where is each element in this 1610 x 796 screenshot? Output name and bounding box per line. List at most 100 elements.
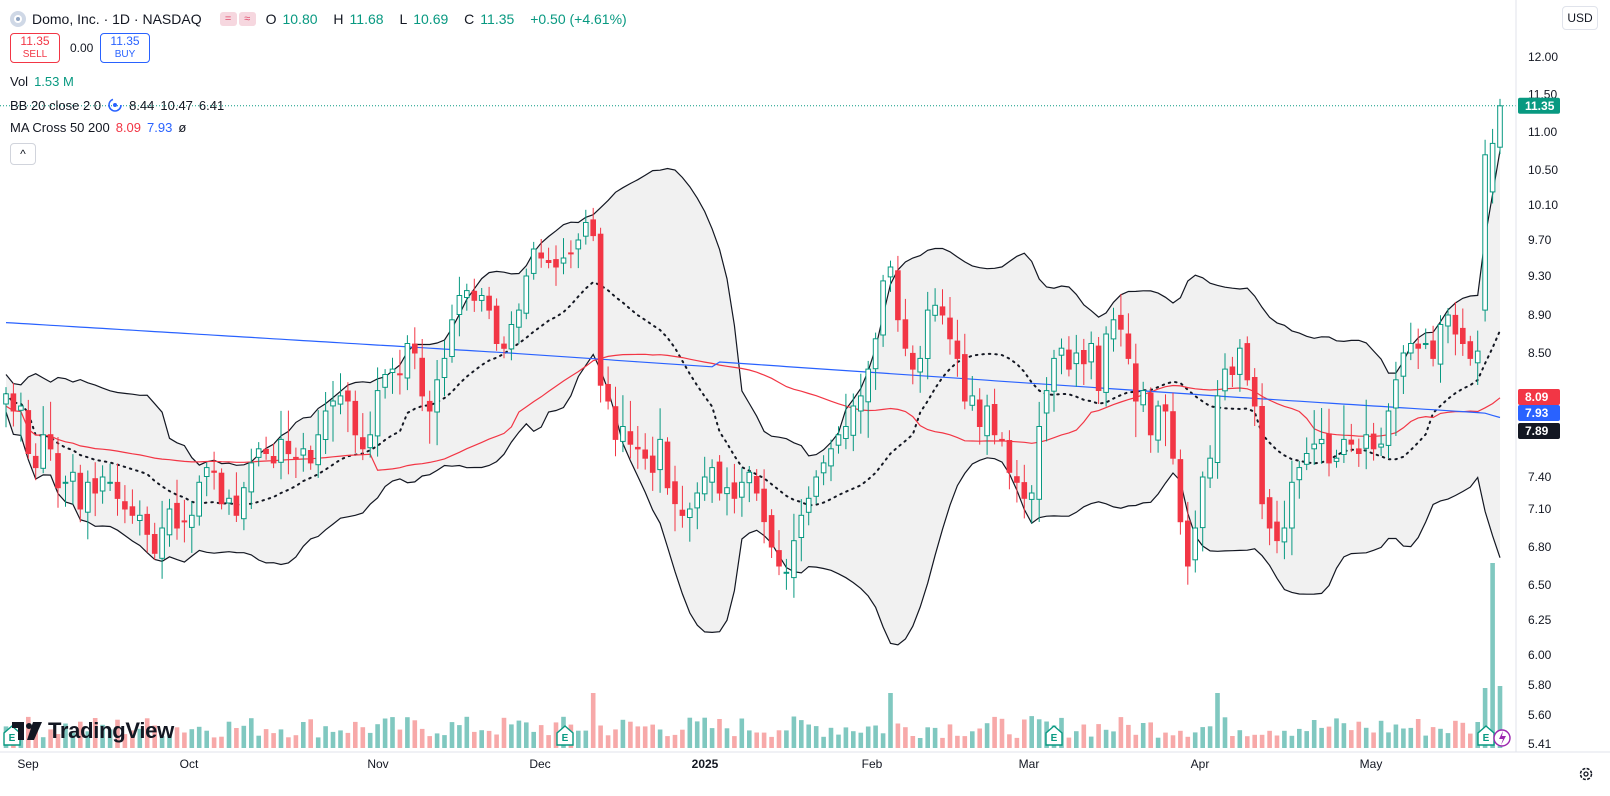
candle-body [954, 340, 961, 359]
volume-bar [390, 717, 395, 748]
candle [1289, 460, 1295, 556]
ma-slow-line [5, 322, 1501, 419]
volume-bar [1215, 693, 1220, 748]
candle [352, 390, 359, 453]
sell-button[interactable]: 11.35 SELL [10, 33, 60, 63]
dividend-icon[interactable] [1493, 729, 1511, 747]
candle-body [1006, 440, 1013, 473]
candle-body [649, 455, 656, 473]
candle [47, 401, 54, 461]
price-tick-label: 10.50 [1528, 163, 1558, 177]
candle-body [1378, 443, 1384, 448]
candle [664, 437, 671, 495]
candle [553, 245, 559, 286]
ma-fast-value: 8.09 [115, 120, 142, 135]
volume-bar [650, 724, 655, 748]
candle-body [337, 395, 344, 405]
candle [694, 482, 701, 530]
candle-body [307, 450, 314, 464]
candle-body [1185, 520, 1191, 567]
time-tick-label: Oct [180, 757, 199, 771]
currency-button[interactable]: USD [1562, 6, 1598, 30]
candle [10, 383, 17, 427]
candle-body [159, 527, 165, 559]
volume-bar [137, 728, 143, 748]
time-tick-label: 2025 [692, 757, 719, 771]
candle [1415, 328, 1422, 369]
candle-body [464, 290, 470, 299]
candle-body [1199, 476, 1206, 529]
candle-body [1460, 327, 1466, 344]
buy-button[interactable]: 11.35 BUY [100, 33, 150, 63]
time-tick-label: Nov [367, 757, 388, 771]
volume-bar [249, 718, 254, 748]
volume-bar [1066, 737, 1072, 748]
candle-body [1021, 482, 1028, 499]
earnings-icon[interactable]: E [1477, 725, 1495, 746]
price-tick-label: 5.41 [1528, 737, 1552, 751]
candle [739, 467, 745, 517]
spread-value: 0.00 [70, 41, 94, 55]
chart-mode-icon[interactable]: = ≈ [219, 12, 256, 26]
volume-indicator[interactable]: Vol 1.53 M [10, 74, 80, 89]
candle [954, 319, 961, 377]
price-axis: 12.0011.5011.0010.5010.109.709.308.908.5… [0, 0, 1560, 752]
candle-body [1296, 467, 1303, 481]
volume-bar [553, 722, 559, 748]
candle [508, 311, 515, 361]
candle-body [92, 478, 99, 494]
candle [657, 408, 663, 493]
earnings-icon[interactable]: E [556, 725, 574, 746]
candle [597, 227, 604, 403]
earnings-icon[interactable]: E [1045, 725, 1063, 746]
candle [1237, 339, 1243, 392]
price-tick-label: 7.40 [1528, 470, 1552, 484]
volume-bar [182, 732, 187, 748]
volume-bar [1341, 723, 1347, 748]
candle-body [1214, 395, 1221, 463]
bb-indicator[interactable]: BB 20 close 2 0 8.44 10.47 6.41 [10, 97, 230, 113]
volume-bar [925, 727, 930, 748]
candle [538, 239, 545, 268]
candle-body [597, 233, 604, 386]
volume-bar [115, 719, 120, 748]
time-tick-label: Feb [862, 757, 883, 771]
volume-bar [1289, 735, 1295, 748]
volume-bar [301, 722, 306, 748]
candle-body [999, 438, 1005, 441]
bb-basis: 8.44 [129, 97, 155, 113]
volume-bar [293, 735, 299, 748]
symbol-title[interactable]: Domo, Inc. · 1D · NASDAQ [32, 11, 202, 27]
volume-bar [1386, 732, 1391, 748]
candle [895, 255, 901, 332]
volume-bar [330, 731, 336, 748]
candle-body [345, 390, 351, 402]
volume-bar [1029, 716, 1034, 748]
candle [932, 288, 938, 322]
candle [590, 207, 597, 242]
candle-body [3, 393, 9, 405]
earnings-icon[interactable]: E [3, 725, 21, 746]
candle [1333, 449, 1340, 468]
candle [374, 367, 381, 457]
candle [434, 360, 440, 446]
settings-gear-icon[interactable] [1578, 766, 1594, 782]
ma-cross-indicator[interactable]: MA Cross 50 200 8.09 7.93 ø [10, 120, 192, 135]
candle [315, 410, 321, 478]
candle-body [783, 571, 790, 574]
candle [813, 470, 820, 504]
candle [828, 439, 834, 482]
candle-body [360, 437, 366, 450]
candle-body [137, 514, 143, 521]
bb-basis-line [5, 280, 1501, 507]
candle-body [947, 317, 953, 340]
chevron-up-icon: ^ [20, 147, 26, 161]
volume-bar [412, 720, 418, 748]
candle [360, 413, 366, 461]
candle-body [902, 319, 909, 349]
collapse-legend-button[interactable]: ^ [10, 143, 36, 165]
candle-body [627, 431, 634, 445]
candle [1363, 399, 1370, 470]
